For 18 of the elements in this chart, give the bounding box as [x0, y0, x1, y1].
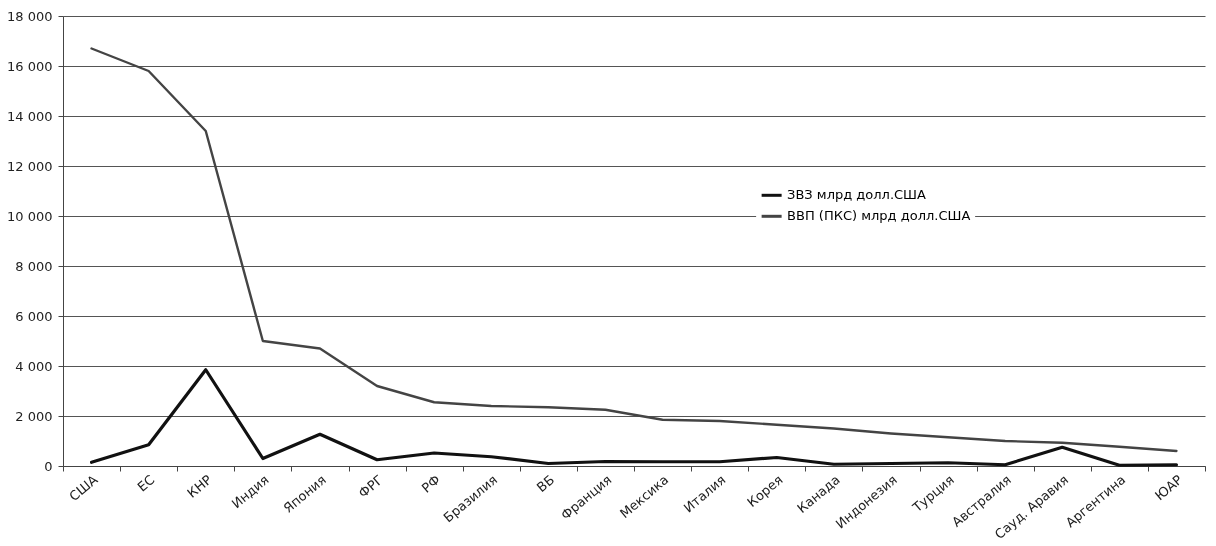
y-tick-label: 6 000: [15, 308, 53, 324]
x-tick-label: ЕС: [134, 471, 158, 495]
y-tick-label: 12 000: [7, 158, 53, 174]
y-tick-label: 14 000: [7, 108, 53, 124]
y-tick-label: 4 000: [15, 358, 53, 374]
y-tick-label: 2 000: [15, 408, 53, 424]
x-tick-label: РФ: [418, 471, 444, 496]
y-tick-label: 18 000: [7, 8, 53, 24]
y-tick-label: 0: [44, 458, 53, 474]
line-series: [89, 368, 1179, 467]
legend-label: ЗВЗ млрд долл.США: [787, 187, 926, 203]
legend-label: ВВП (ПКС) млрд долл.США: [787, 208, 971, 224]
y-tick-label: 8 000: [15, 258, 53, 274]
x-tick-label: ВБ: [533, 471, 558, 495]
y-tick-label: 16 000: [7, 58, 53, 74]
y-tick-label: 10 000: [7, 208, 53, 224]
line-series: [90, 47, 1178, 453]
x-tick-label: ФРГ: [355, 471, 386, 501]
